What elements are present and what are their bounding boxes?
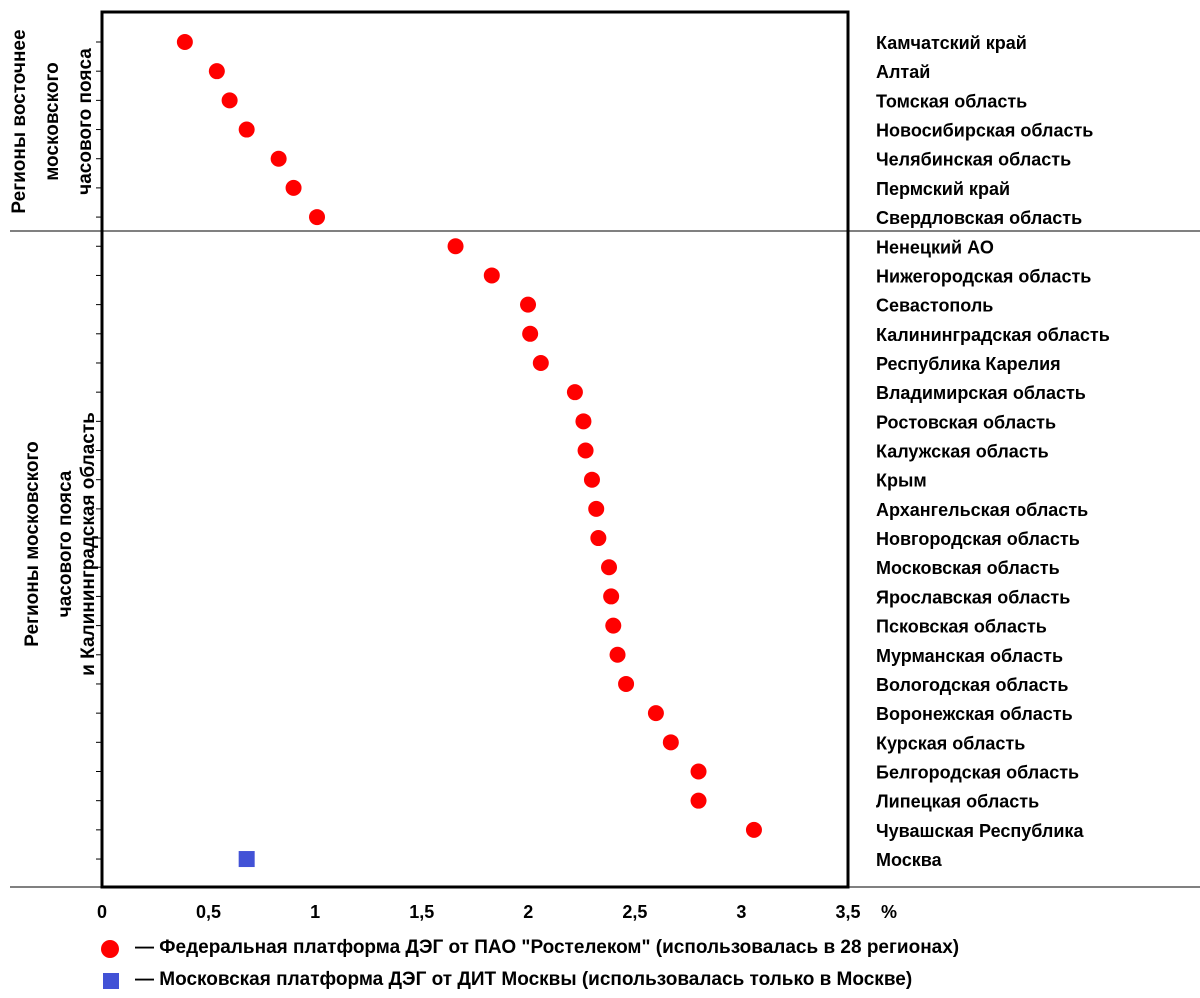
group-label: Регионы московского bbox=[22, 441, 43, 646]
x-tick-label: 2,5 bbox=[622, 902, 647, 922]
category-label: Воронежская область bbox=[876, 704, 1073, 724]
data-point-circle bbox=[532, 354, 549, 371]
data-point-circle bbox=[238, 121, 255, 138]
category-label: Владимирская область bbox=[876, 383, 1086, 403]
x-tick-label: 0 bbox=[97, 902, 107, 922]
data-point-circle bbox=[208, 63, 225, 80]
legend-item-rostelecom: — Федеральная платформа ДЭГ от ПАО "Рост… bbox=[0, 934, 1200, 964]
plot-border bbox=[100, 10, 850, 889]
data-point-circle bbox=[583, 471, 600, 488]
x-tick-label: 0,5 bbox=[196, 902, 221, 922]
data-point-circle bbox=[522, 325, 539, 342]
data-point-circle bbox=[647, 705, 664, 722]
legend-circle-marker bbox=[101, 940, 119, 958]
x-tick-label: 3 bbox=[736, 902, 746, 922]
data-point-square bbox=[238, 851, 255, 868]
data-point-circle bbox=[520, 296, 537, 313]
x-tick-label: 2 bbox=[523, 902, 533, 922]
data-point-circle bbox=[566, 384, 583, 401]
category-label: Московская область bbox=[876, 558, 1060, 578]
data-point-circle bbox=[309, 209, 326, 226]
data-points bbox=[176, 34, 762, 868]
legend-item-moscow: — Московская платформа ДЭГ от ДИТ Москвы… bbox=[0, 966, 1200, 996]
category-label: Пермский край bbox=[876, 179, 1010, 199]
data-point-circle bbox=[605, 617, 622, 634]
data-point-circle bbox=[221, 92, 238, 109]
group-label: московского bbox=[42, 62, 63, 181]
category-label: Архангельская область bbox=[876, 500, 1088, 520]
data-point-circle bbox=[176, 34, 193, 50]
category-label: Ненецкий АО bbox=[876, 237, 994, 257]
category-label: Алтай bbox=[876, 62, 930, 82]
category-label: Калужская область bbox=[876, 442, 1049, 462]
data-point-circle bbox=[690, 792, 707, 809]
category-label: Томская область bbox=[876, 91, 1027, 111]
data-point-circle bbox=[609, 646, 626, 663]
category-label: Новгородская область bbox=[876, 529, 1080, 549]
category-label: Севастополь bbox=[876, 296, 993, 316]
data-point-circle bbox=[588, 500, 605, 517]
category-label: Москва bbox=[876, 850, 943, 870]
category-labels: Камчатский край Алтай Томская область Новос… bbox=[876, 33, 1110, 870]
data-point-circle bbox=[575, 413, 592, 430]
category-label: Курская область bbox=[876, 733, 1025, 753]
group-label: часового пояса bbox=[75, 48, 96, 195]
data-point-circle bbox=[601, 559, 618, 576]
group-label: Регионы восточнее bbox=[9, 29, 30, 213]
category-label: Камчатский край bbox=[876, 33, 1027, 53]
x-tick-labels: 0 0,5 1 1,5 2 2,5 3 3,5% bbox=[97, 902, 897, 922]
group-label: часового пояса bbox=[55, 470, 76, 617]
data-point-circle bbox=[483, 267, 500, 284]
data-point-circle bbox=[690, 763, 707, 780]
data-point-circle bbox=[618, 675, 635, 692]
category-label: Псковская область bbox=[876, 617, 1047, 637]
category-label: Челябинская область bbox=[876, 150, 1071, 170]
category-label: Новосибирская область bbox=[876, 121, 1093, 141]
data-point-circle bbox=[270, 150, 287, 167]
category-label: Мурманская область bbox=[876, 646, 1063, 666]
category-label: Свердловская область bbox=[876, 208, 1082, 228]
category-label: Чувашская Республика bbox=[876, 821, 1084, 841]
category-label: Липецкая область bbox=[876, 792, 1039, 812]
plot-frame bbox=[10, 10, 1200, 889]
group-label: и Калининградская область bbox=[78, 412, 99, 676]
category-label: Республика Карелия bbox=[876, 354, 1061, 374]
y-tick-marks bbox=[96, 41, 102, 860]
data-point-circle bbox=[590, 530, 607, 547]
legend-label-moscow: — Московская платформа ДЭГ от ДИТ Москвы… bbox=[135, 969, 913, 990]
category-label: Нижегородская область bbox=[876, 266, 1091, 286]
legend-label-rostelecom: — Федеральная платформа ДЭГ от ПАО "Рост… bbox=[135, 937, 960, 958]
data-point-circle bbox=[603, 588, 620, 605]
category-label: Ростовская область bbox=[876, 412, 1056, 432]
data-point-circle bbox=[745, 821, 762, 838]
group-labels: Регионы восточнее московского часового поя… bbox=[9, 29, 99, 675]
x-tick-label: 1 bbox=[310, 902, 320, 922]
category-label: Ярославская область bbox=[876, 587, 1070, 607]
category-label: Калининградская область bbox=[876, 325, 1110, 345]
category-label: Белгородская область bbox=[876, 763, 1079, 783]
x-tick-label: 1,5 bbox=[409, 902, 434, 922]
x-unit-label: % bbox=[881, 902, 897, 922]
data-point-circle bbox=[577, 442, 594, 459]
data-point-circle bbox=[662, 734, 679, 751]
category-label: Крым bbox=[876, 471, 927, 491]
legend-square-marker bbox=[103, 973, 119, 989]
category-label: Вологодская область bbox=[876, 675, 1068, 695]
data-point-circle bbox=[447, 238, 464, 255]
x-tick-label: 3,5 bbox=[835, 902, 860, 922]
data-point-circle bbox=[285, 179, 302, 196]
